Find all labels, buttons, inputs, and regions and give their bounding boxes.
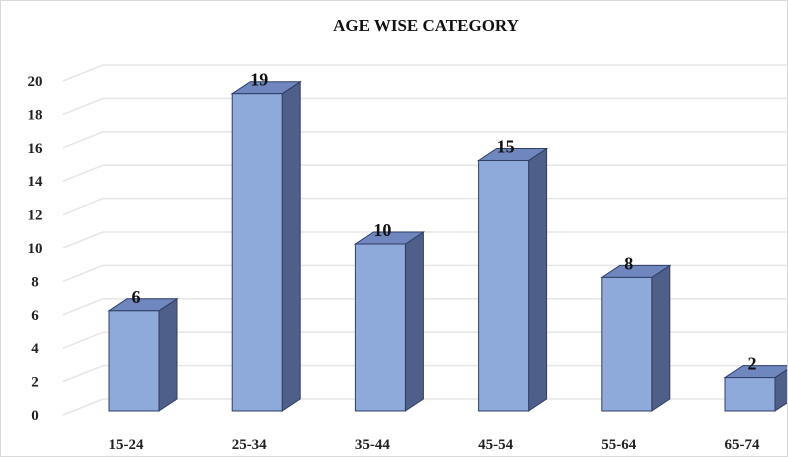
data-label: 8 xyxy=(624,253,633,273)
chart-title: AGE WISE CATEGORY xyxy=(333,16,519,35)
gridline xyxy=(62,264,787,283)
bar-side-face xyxy=(158,297,178,412)
data-label: 19 xyxy=(250,70,268,90)
bar-35-44: 10 xyxy=(353,220,426,412)
x-axis-ticks: 15-24 25-34 35-44 45-54 55-64 65-74 xyxy=(109,437,760,453)
data-label: 15 xyxy=(497,137,515,157)
bar-65-74: 2 xyxy=(723,354,787,412)
x-tick-label: 55-64 xyxy=(601,437,636,453)
y-tick-label: 16 xyxy=(28,141,44,157)
bar-side-face xyxy=(281,80,301,412)
bars: 6 19 10 15 8 2 xyxy=(107,70,787,412)
bar-front-face xyxy=(724,377,776,412)
bar-side-face xyxy=(528,147,548,412)
x-tick-label: 35-44 xyxy=(355,437,390,453)
x-tick-label: 65-74 xyxy=(725,437,760,453)
y-tick-label: 2 xyxy=(31,375,39,391)
bar-front-face xyxy=(478,160,530,412)
y-tick-label: 12 xyxy=(28,208,43,224)
data-label: 10 xyxy=(373,220,391,240)
y-axis-ticks: 0 2 4 6 8 10 12 14 16 18 20 xyxy=(28,74,44,424)
bar-front-face xyxy=(354,243,406,412)
y-tick-label: 10 xyxy=(28,241,43,257)
y-tick-label: 18 xyxy=(28,107,43,123)
gridline xyxy=(62,364,787,383)
gridline xyxy=(62,231,787,249)
y-tick-label: 0 xyxy=(31,408,39,424)
x-tick-label: 45-54 xyxy=(478,437,513,453)
gridline xyxy=(62,398,787,416)
gridline xyxy=(62,97,787,116)
bar-45-54: 15 xyxy=(476,137,549,412)
bar-front-face xyxy=(601,276,653,412)
y-tick-label: 8 xyxy=(31,274,39,290)
bar-front-face xyxy=(108,310,160,412)
gridline xyxy=(62,164,787,182)
bar-55-64: 8 xyxy=(600,253,672,412)
data-label: 6 xyxy=(132,287,141,307)
data-label: 2 xyxy=(748,354,757,374)
y-tick-label: 20 xyxy=(28,74,43,90)
bar-front-face xyxy=(231,93,283,412)
gridline xyxy=(62,131,787,149)
x-tick-label: 15-24 xyxy=(109,437,144,453)
bar-side-face xyxy=(404,231,424,412)
x-tick-label: 25-34 xyxy=(232,437,267,453)
y-tick-label: 6 xyxy=(31,308,39,324)
bar-side-face xyxy=(651,264,671,412)
gridline xyxy=(62,197,787,216)
gridline xyxy=(62,298,787,316)
gridlines xyxy=(62,64,787,416)
bar-15-24: 6 xyxy=(107,287,179,412)
gridline xyxy=(62,331,787,349)
bar-25-34: 19 xyxy=(230,70,302,412)
y-tick-label: 4 xyxy=(31,341,39,357)
y-tick-label: 14 xyxy=(28,174,44,190)
gridline xyxy=(62,64,787,82)
